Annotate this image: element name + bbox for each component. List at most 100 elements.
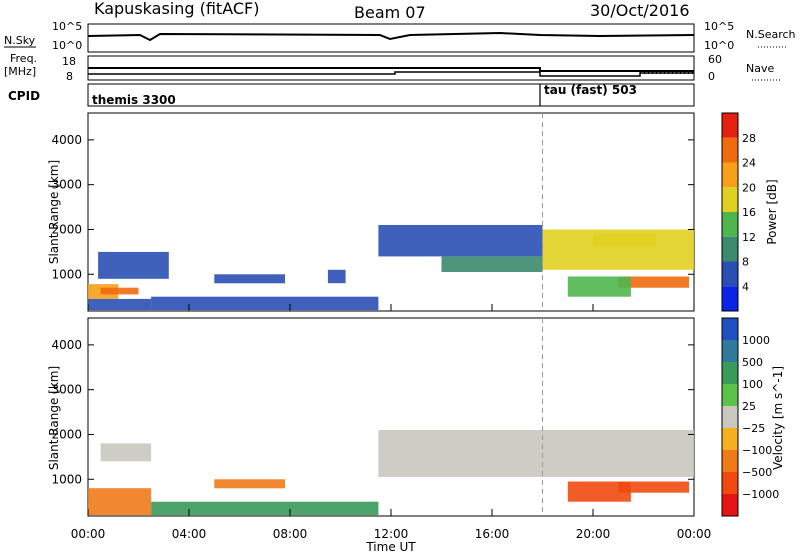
nsearch-tick-bottom: 10^0 [704, 39, 734, 52]
x-tick-label-0: 00:00 [71, 527, 106, 541]
power-panel: 1000 2000 3000 4000 Slant Range [km] 4 8 12 16… [47, 112, 779, 312]
power-colorbar-tick-5: 24 [742, 157, 756, 170]
velocity-colorbar-swatch-5 [722, 428, 738, 450]
velocity-colorbar-swatch-3 [722, 384, 738, 406]
velocity-colorbar-tick-4: −25 [742, 422, 765, 435]
power-colorbar-tick-6: 28 [742, 132, 756, 145]
velocity-colorbar-tick-2: 100 [742, 378, 763, 391]
velocity-colorbar-swatch-0 [722, 318, 738, 340]
power-colorbar-tick-2: 12 [742, 231, 756, 244]
power-cell-3 [98, 251, 169, 279]
velocity-cell-6 [618, 481, 689, 493]
power-colorbar-tick-4: 20 [742, 181, 756, 194]
velocity-colorbar-swatch-6 [722, 450, 738, 472]
velocity-heatmap-cells [88, 318, 694, 516]
date-title: 30/Oct/2016 [590, 1, 690, 20]
velocity-ytick-label-0: 1000 [51, 472, 82, 486]
power-colorbar: 4 8 12 16 20 24 28 [721, 112, 756, 312]
velocity-panel: 1000 2000 3000 4000 Slant Range [km] 1000 50… [47, 317, 785, 517]
nsky-strip-frame [87, 23, 695, 53]
power-cell-2 [100, 287, 139, 295]
power-ytick-label-0: 1000 [51, 267, 82, 281]
freq-tick-top: 18 [62, 55, 76, 68]
velocity-colorbar-tick-0: 1000 [742, 334, 770, 347]
nave-label: Nave [746, 62, 774, 75]
x-tick-label-2: 08:00 [273, 527, 308, 541]
cpid-label: CPID [8, 89, 40, 103]
power-cell-10 [593, 234, 657, 248]
power-ytick-label-1: 2000 [51, 222, 82, 236]
nave-tick-top: 60 [708, 53, 722, 66]
velocity-colorbar-tick-6: −500 [742, 466, 772, 479]
power-colorbar-swatch-5 [722, 236, 738, 262]
velocity-y-ticks: 1000 2000 3000 4000 [51, 338, 694, 486]
power-colorbar-label: Power [dB] [765, 179, 779, 244]
power-cell-11 [618, 276, 689, 288]
velocity-colorbar-swatch-1 [722, 340, 738, 362]
station-title: Kapuskasing (fitACF) [94, 0, 259, 18]
velocity-colorbar-swatch-4 [722, 406, 738, 428]
power-ytick-label-3: 4000 [51, 133, 82, 147]
velocity-colorbar-swatch-8 [722, 494, 738, 516]
velocity-ytick-label-3: 4000 [51, 338, 82, 352]
beam-title: Beam 07 [354, 3, 426, 22]
nsky-trace [87, 31, 695, 42]
power-colorbar-swatch-6 [722, 261, 738, 287]
power-colorbar-swatch-2 [722, 162, 738, 188]
x-tick-label-6: 00:00 [677, 527, 712, 541]
x-tick-label-5: 20:00 [576, 527, 611, 541]
velocity-colorbar-label: Velocity [m s^-1] [771, 366, 785, 470]
power-colorbar-swatch-0 [722, 113, 738, 138]
x-tick-label-4: 16:00 [475, 527, 510, 541]
velocity-cell-2 [151, 501, 379, 516]
power-colorbar-frame [721, 112, 739, 312]
power-cell-5 [214, 274, 285, 284]
velocity-cell-0 [88, 488, 152, 516]
velocity-colorbar: 1000 500 100 25 −25 −100 −500 −1000 [721, 317, 779, 517]
power-colorbar-swatch-4 [722, 212, 738, 237]
nsearch-label: N.Search [746, 28, 796, 41]
freq-trace [88, 67, 694, 72]
x-tick-label-1: 04:00 [172, 527, 207, 541]
power-colorbar-tick-0: 4 [742, 280, 749, 293]
velocity-cell-4 [378, 430, 694, 477]
power-y-label: Slant Range [km] [47, 160, 61, 264]
x-axis-label: Time UT [365, 540, 416, 554]
power-colorbar-swatch-3 [722, 187, 738, 213]
velocity-cell-1 [100, 443, 152, 462]
velocity-colorbar-swatch-7 [722, 472, 738, 494]
freq-tick-bottom: 8 [66, 70, 73, 83]
x-tick-label-3: 12:00 [374, 527, 409, 541]
nsky-tick-bottom: 10^0 [52, 39, 82, 52]
velocity-ytick-label-2: 3000 [51, 383, 82, 397]
velocity-ytick-label-1: 2000 [51, 427, 82, 441]
velocity-colorbar-swatch-2 [722, 362, 738, 384]
nsearch-tick-top: 10^5 [704, 20, 734, 33]
velocity-colorbar-tick-3: 25 [742, 400, 756, 413]
power-colorbar-swatch-7 [722, 286, 738, 312]
nsky-tick-top: 10^5 [52, 20, 82, 33]
power-y-ticks: 1000 2000 3000 4000 [51, 133, 694, 281]
power-heatmap-cells [88, 113, 694, 311]
power-cell-6 [327, 269, 346, 284]
velocity-colorbar-frame [721, 317, 739, 517]
x-axis-ticks: 00:00 04:00 08:00 12:00 16:00 20:00 00:00 [71, 304, 712, 541]
power-colorbar-swatch-1 [722, 137, 738, 163]
power-colorbar-tick-3: 16 [742, 206, 756, 219]
power-cell-7 [378, 225, 543, 257]
velocity-cell-3 [214, 479, 285, 489]
freq-label-2: [MHz] [4, 65, 36, 78]
power-colorbar-tick-1: 8 [742, 256, 749, 269]
power-cell-0 [88, 298, 152, 311]
freq-label-1: Freq. [10, 52, 37, 65]
cpid-strip-frame [87, 83, 695, 107]
velocity-cell-5 [567, 481, 631, 502]
velocity-colorbar-tick-5: −100 [742, 444, 772, 457]
nave-tick-bottom: 0 [708, 70, 715, 83]
power-ytick-label-2: 3000 [51, 178, 82, 192]
power-cell-12 [567, 276, 631, 297]
nsky-label: N.Sky [4, 34, 36, 47]
cpid-mode-2: tau (fast) 503 [544, 83, 637, 97]
cpid-mode-1: themis 3300 [92, 93, 176, 107]
